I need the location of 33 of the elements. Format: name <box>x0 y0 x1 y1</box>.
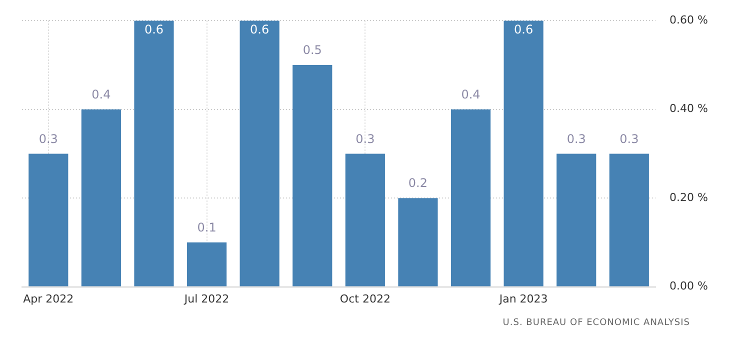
y-tick-label: 0.20 % <box>670 190 708 204</box>
x-tick-label: Apr 2022 <box>23 292 74 306</box>
data-label: 0.3 <box>356 132 375 146</box>
bar <box>450 109 491 286</box>
data-label: 0.3 <box>566 132 586 146</box>
x-tick-label: Jan 2023 <box>498 292 548 306</box>
bar <box>240 20 280 286</box>
bar <box>81 109 121 286</box>
data-label: 0.6 <box>144 22 164 37</box>
bar <box>134 20 174 286</box>
bar <box>504 20 544 286</box>
x-tick-label: Jul 2022 <box>183 292 230 306</box>
bar <box>345 154 385 286</box>
bar <box>609 154 649 286</box>
y-tick-label: 0.00 % <box>670 280 708 293</box>
bar <box>292 64 332 286</box>
data-label: 0.3 <box>620 132 639 146</box>
data-label: 0.2 <box>408 176 428 190</box>
bar <box>28 154 68 286</box>
data-label: 0.6 <box>250 22 270 37</box>
data-label: 0.4 <box>461 87 480 102</box>
data-label: 0.3 <box>38 132 58 146</box>
data-label: 0.1 <box>197 220 216 235</box>
bar <box>186 242 227 286</box>
bar <box>556 154 596 286</box>
data-label: 0.5 <box>302 43 322 58</box>
bar <box>398 198 438 286</box>
x-tick-label: Oct 2022 <box>340 292 390 306</box>
data-label: 0.4 <box>92 87 111 102</box>
y-tick-label: 0.60 % <box>670 13 708 26</box>
y-tick-label: 0.40 % <box>670 102 708 116</box>
data-label: 0.6 <box>514 22 534 37</box>
text: U.S. BUREAU OF ECONOMIC ANALYSIS <box>502 318 690 328</box>
